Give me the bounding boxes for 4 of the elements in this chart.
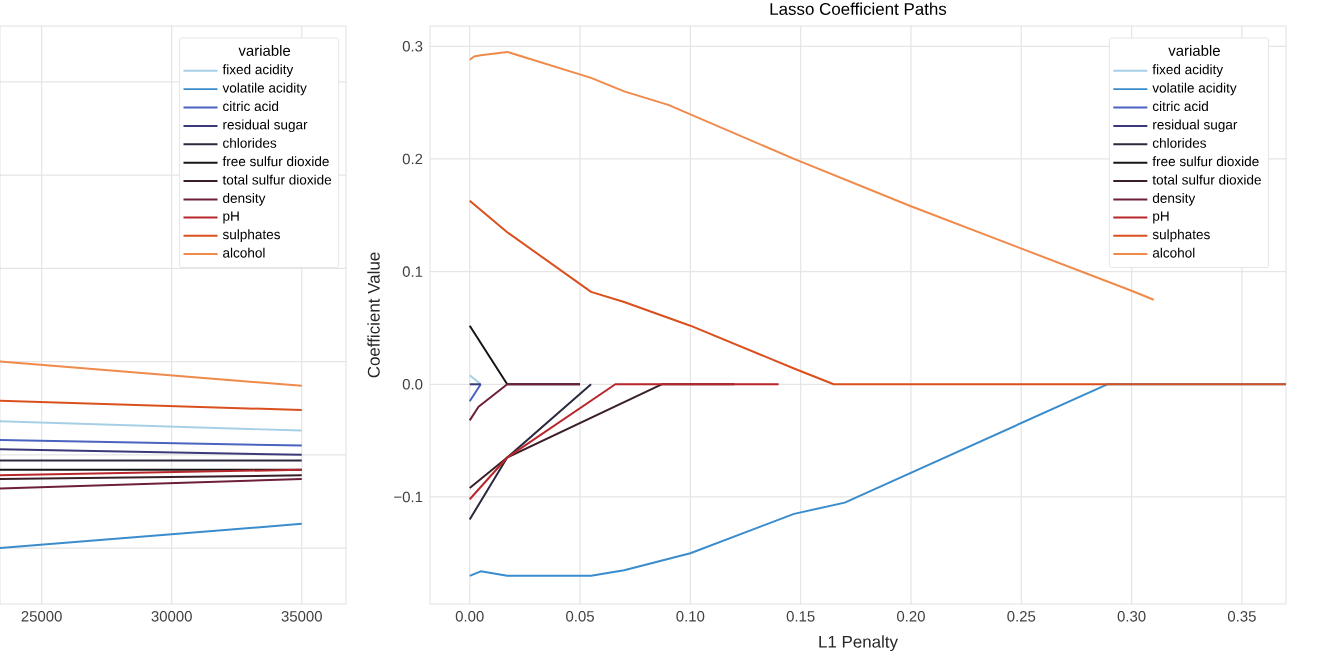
y-axis-title: Coefficient Value	[367, 252, 380, 378]
line-series	[468, 50, 1155, 301]
x-axis-title: L1 Penalty	[819, 635, 898, 652]
chart-title: Lasso Coefficient Paths	[770, 2, 947, 15]
